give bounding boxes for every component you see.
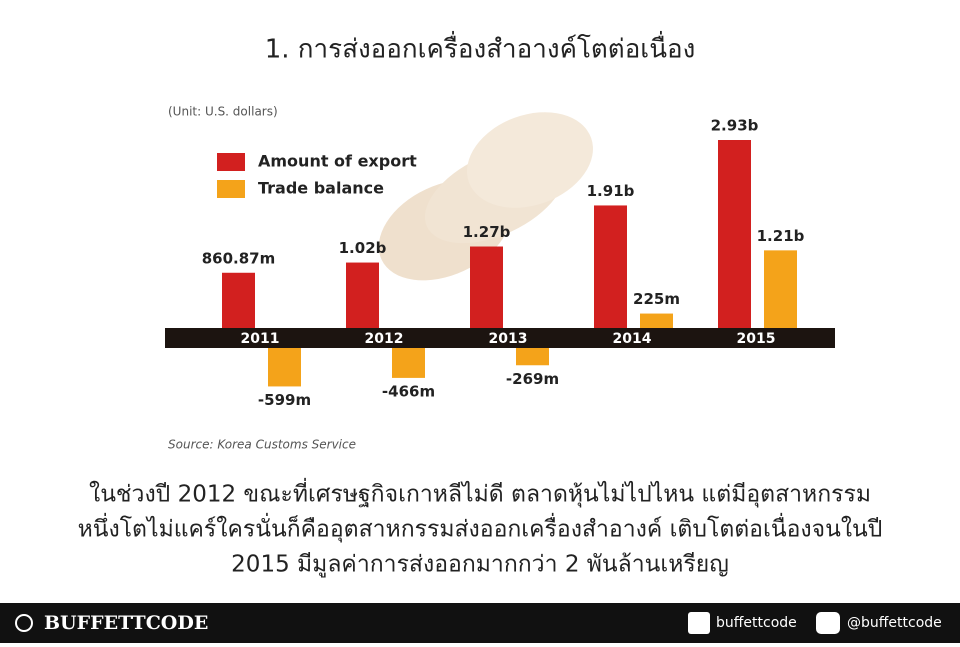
x-tick-label: 2014 bbox=[613, 331, 652, 347]
value-label: -466m bbox=[382, 382, 435, 400]
facebook-icon bbox=[688, 612, 710, 634]
value-label: 1.02b bbox=[339, 239, 387, 257]
bar bbox=[594, 205, 627, 328]
legend-swatch bbox=[217, 180, 245, 198]
value-label: 1.91b bbox=[587, 182, 635, 200]
legend-label: Trade balance bbox=[258, 179, 384, 198]
body-line: 2015 มีมูลค่าการส่งออกมากกว่า 2 พันล้านเ… bbox=[231, 552, 729, 578]
value-label: -269m bbox=[506, 370, 559, 388]
bar bbox=[516, 348, 549, 366]
bar bbox=[718, 140, 751, 328]
x-tick-label: 2012 bbox=[365, 331, 404, 347]
x-tick-label: 2015 bbox=[737, 331, 776, 347]
bar bbox=[640, 313, 673, 328]
legend-swatch bbox=[217, 153, 245, 171]
legend-label: Amount of export bbox=[258, 152, 417, 171]
value-label: 225m bbox=[633, 290, 680, 308]
brand-icon bbox=[15, 614, 33, 632]
value-label: 1.27b bbox=[463, 223, 511, 241]
bar bbox=[470, 246, 503, 328]
bar bbox=[392, 348, 425, 378]
footer-line: @buffettcode bbox=[847, 615, 942, 631]
value-label: 1.21b bbox=[757, 227, 805, 245]
body-line: หนึ่งโตไม่แคร์ใครนั่นก็คืออุตสาหกรรมส่งอ… bbox=[78, 513, 883, 543]
body-line: ในช่วงปี 2012 ขณะที่เศรษฐกิจเกาหลีไม่ดี … bbox=[89, 478, 871, 508]
decor-cosmetics bbox=[378, 112, 593, 281]
line-icon bbox=[816, 612, 840, 634]
footer-brand: BUFFETTCODE bbox=[44, 612, 208, 634]
footer-facebook: buffettcode bbox=[716, 615, 797, 631]
value-label: 2.93b bbox=[711, 117, 759, 135]
bar bbox=[222, 272, 255, 328]
unit-note: (Unit: U.S. dollars) bbox=[168, 105, 278, 119]
bar bbox=[268, 348, 301, 387]
bar bbox=[764, 250, 797, 328]
chart: Amount of export Trade balance 2011 860.87m… bbox=[202, 117, 805, 409]
footer-bar bbox=[0, 603, 960, 643]
x-tick-label: 2013 bbox=[489, 331, 528, 347]
value-label: -599m bbox=[258, 391, 311, 409]
bar bbox=[346, 262, 379, 328]
category-band bbox=[165, 328, 835, 348]
value-label: 860.87m bbox=[202, 249, 276, 267]
x-tick-label: 2011 bbox=[241, 331, 280, 347]
page-title: 1. การส่งออกเครื่องสำอางค์โตต่อเนื่อง bbox=[265, 31, 696, 65]
source-note: Source: Korea Customs Service bbox=[168, 438, 356, 452]
